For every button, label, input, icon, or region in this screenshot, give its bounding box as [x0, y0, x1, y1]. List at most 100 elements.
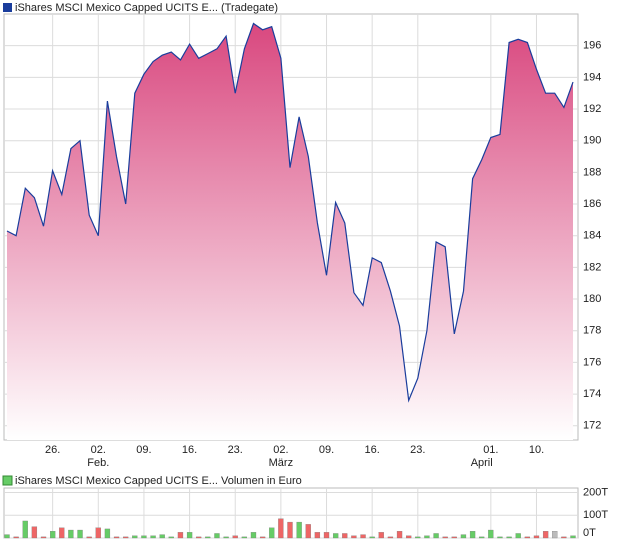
volume-bar [406, 535, 412, 539]
volume-bar [95, 527, 101, 539]
volume-bar [40, 536, 47, 539]
x-tick-label: 01. [483, 444, 498, 456]
volume-bar [433, 533, 439, 539]
volume-bar [570, 535, 576, 539]
x-tick-label: 09. [136, 444, 151, 456]
chart-title: iShares MSCI Mexico Capped UCITS E... (T… [15, 2, 278, 14]
volume-bar [59, 527, 65, 539]
y-tick-label: 190 [583, 135, 601, 147]
volume-bar [542, 531, 549, 539]
volume-bar [515, 533, 521, 539]
x-tick-label: 10. [529, 444, 544, 456]
y-tick-label: 100T [583, 509, 608, 521]
volume-bar [278, 518, 284, 539]
x-tick-label: 23. [228, 444, 243, 456]
volume-bar [442, 536, 448, 539]
volume-bar [223, 536, 229, 539]
volume-bar [314, 532, 321, 539]
x-tick-label: 16. [182, 444, 197, 456]
volume-bar [196, 536, 202, 539]
y-tick-label: 174 [583, 388, 601, 400]
x-tick-label: 02. [273, 444, 288, 456]
volume-bar [506, 536, 512, 539]
y-tick-label: 0T [583, 527, 596, 539]
x-month-label: April [471, 457, 493, 469]
volume-bar [488, 529, 494, 539]
y-tick-label: 176 [583, 356, 601, 368]
y-tick-label: 182 [583, 261, 601, 273]
volume-bar [77, 529, 83, 539]
chart-title: iShares MSCI Mexico Capped UCITS E... Vo… [15, 475, 302, 487]
volume-bar [460, 534, 467, 539]
x-month-label: März [269, 457, 293, 469]
legend-swatch [2, 475, 13, 486]
legend-swatch [3, 3, 12, 12]
volume-bar [269, 527, 275, 539]
y-tick-label: 194 [583, 71, 601, 83]
volume-bar [214, 533, 220, 539]
y-tick-label: 178 [583, 325, 601, 337]
volume-bar [342, 533, 348, 539]
price-area [7, 23, 573, 440]
volume-bar [469, 531, 476, 539]
y-tick-label: 180 [583, 293, 601, 305]
volume-bar [141, 535, 147, 539]
volume-bar [497, 536, 503, 539]
y-tick-label: 184 [583, 230, 601, 242]
volume-bar [332, 533, 339, 539]
volume-bar [424, 535, 430, 539]
volume-bar [296, 521, 302, 539]
x-tick-label: 23. [410, 444, 425, 456]
volume-bar [524, 536, 531, 539]
volume-bar [13, 536, 19, 539]
y-tick-label: 200T [583, 486, 608, 498]
x-tick-label: 09. [319, 444, 334, 456]
volume-bar [232, 535, 238, 539]
volume-bar [451, 536, 457, 539]
volume-bar [259, 536, 266, 539]
volume-bar [360, 534, 366, 539]
volume-bar [123, 536, 129, 539]
y-tick-label: 172 [583, 420, 601, 432]
volume-bar [177, 532, 184, 539]
volume-bar [104, 528, 111, 539]
volume-bar [22, 520, 28, 539]
volume-bar [369, 536, 375, 539]
volume-bar [150, 535, 156, 539]
volume-bar [86, 536, 92, 539]
volume-bar [241, 536, 248, 539]
volume-bar [250, 532, 257, 539]
volume-bar [552, 531, 558, 539]
y-tick-label: 186 [583, 198, 601, 210]
y-tick-label: 188 [583, 166, 601, 178]
volume-bar [387, 536, 394, 539]
volume-bar [479, 536, 485, 539]
volume-bar [68, 529, 74, 539]
volume-bar [351, 535, 357, 539]
x-tick-label: 02. [91, 444, 106, 456]
volume-bar [305, 524, 311, 539]
volume-bar [4, 534, 10, 539]
x-month-label: Feb. [87, 457, 109, 469]
volume-bar [396, 531, 403, 539]
volume-bar [323, 532, 330, 539]
price-line [6, 22, 574, 403]
volume-bar [287, 521, 293, 539]
volume-bar [378, 532, 384, 539]
x-tick-label: 16. [365, 444, 380, 456]
volume-bar [168, 536, 174, 539]
volume-bar [205, 536, 211, 539]
volume-bar [49, 531, 56, 539]
volume-bar [132, 535, 138, 539]
volume-bar [31, 526, 38, 539]
volume-bar [415, 536, 421, 539]
volume-bar [561, 536, 567, 539]
x-tick-label: 26. [45, 444, 60, 456]
volume-bar [159, 534, 165, 539]
volume-bar [113, 536, 120, 539]
y-tick-label: 192 [583, 103, 601, 115]
y-tick-label: 196 [583, 40, 601, 52]
volume-bar [186, 532, 193, 539]
